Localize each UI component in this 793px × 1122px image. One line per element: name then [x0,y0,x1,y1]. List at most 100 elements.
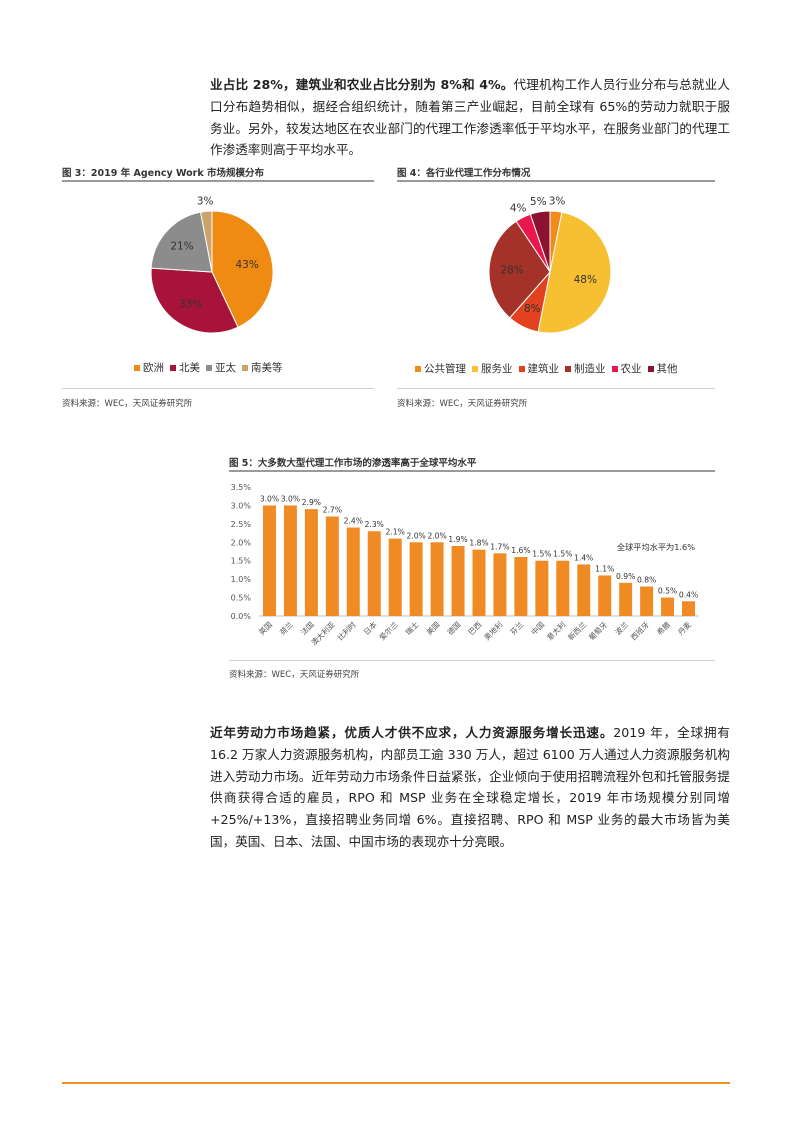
fig4-label-4: 4% [510,202,527,214]
fig5-category-label-18: 西班牙 [629,620,651,642]
fig5-ytick-3: 1.5% [231,557,252,566]
fig5-data-label-20: 0.4% [679,590,698,599]
fig3-legend-item-3: 南美等 [242,362,283,374]
fig4-legend-swatch-3 [565,365,571,372]
fig5-category-label-9: 德国 [446,620,463,637]
fig5-category-label-0: 英国 [257,620,274,637]
fig5-bar-8 [430,542,444,616]
fig4-legend-item-2: 建筑业 [518,363,559,375]
fig5-category-label-7: 瑞士 [404,620,421,637]
fig4-legend-item-0: 公共管理 [415,363,466,375]
fig5-data-label-9: 1.9% [448,535,467,544]
fig4-pie-chart: 3% 48% 8% 28% 4%5% [488,195,612,334]
fig3-legend-item-2: 亚太 [206,362,236,374]
fig5-bar-12 [514,557,528,616]
intro-paragraph-text: 代理机构工作人员行业分布与总就业人口分布趋势相似，据经合组织统计，随着第三产业崛… [210,77,730,158]
fig5-category-label-13: 中国 [529,620,546,637]
fig4-legend-item-4: 农业 [611,363,642,375]
fig5-bar-20 [682,601,696,616]
fig3-legend-swatch-2 [206,364,212,371]
fig4-bottom-rule [397,388,715,389]
fig4-legend-item-5: 其他 [647,363,678,375]
fig4-label-5: 5% [530,196,547,208]
fig5-category-label-10: 巴西 [467,620,484,637]
fig5-data-label-0: 3.0% [260,494,279,503]
fig5-data-label-1: 3.0% [281,494,300,503]
fig5-category-label-16: 葡萄牙 [587,620,609,642]
fig3-slice-0 [211,210,274,328]
fig5-bar-1 [283,505,297,616]
fig5-bar-3 [325,516,339,616]
fig4-label-0: 3% [549,195,566,207]
fig5-ytick-6: 3.0% [231,501,252,510]
fig4-label-1: 48% [574,274,597,286]
fig5-bar-15 [577,564,591,616]
footer-rule [62,1082,730,1084]
hr-services-paragraph-bold: 近年劳动力市场趋紧，优质人才供不应求，人力资源服务增长迅速。 [210,725,614,740]
fig5-bar-10 [472,549,486,616]
fig5-category-label-2: 法国 [299,620,316,637]
fig4-legend-swatch-4 [611,365,618,372]
fig3-label-2: 21% [170,241,193,253]
fig5-data-label-4: 2.4% [344,517,363,526]
fig5-category-label-14: 意大利 [545,620,567,642]
hr-services-paragraph: 近年劳动力市场趋紧，优质人才供不应求，人力资源服务增长迅速。2019 年，全球拥… [210,722,730,853]
fig4-label-3: 28% [500,265,523,277]
fig5-data-label-12: 1.6% [511,546,530,555]
fig5-data-label-13: 1.5% [532,550,551,559]
fig5-bar-chart: 0.0% 0.5% 1.0% 1.5% 2.0% 2.5% 3.0% 3.5% 3.0% 英国 3.… [231,483,699,648]
fig5-data-label-10: 1.8% [469,539,488,548]
fig3-label-3: 3% [197,195,214,207]
fig4-legend-swatch-2 [518,365,525,372]
fig5-data-label-6: 2.1% [386,528,405,537]
fig4-legend-label-0: 公共管理 [424,363,466,375]
fig5-ytick-7: 3.5% [231,483,252,492]
fig5-category-label-17: 波兰 [613,620,630,637]
fig5-data-label-15: 1.4% [574,553,593,562]
fig5-ytick-0: 0.0% [231,612,252,621]
fig4-legend-label-3: 制造业 [574,363,606,375]
fig3-slice-1 [150,267,239,334]
fig5-bar-19 [661,597,675,616]
fig3-legend-label-1: 北美 [179,362,200,374]
fig3-legend-swatch-0 [134,364,140,371]
fig3-legend: 欧洲 北美 亚太 南美等 [134,360,289,375]
fig4-legend-swatch-5 [647,365,654,372]
fig5-bar-11 [493,553,507,616]
fig5-data-label-16: 1.1% [595,564,614,573]
fig5-bar-9 [451,545,465,616]
fig5-data-label-14: 1.5% [553,550,572,559]
fig3-legend-swatch-1 [170,364,176,371]
fig4-legend-item-3: 制造业 [565,363,606,375]
fig5-data-label-8: 2.0% [427,531,446,540]
fig3-label-0: 43% [235,259,258,271]
fig3-slice-2 [150,211,213,273]
fig3-label-1: 33% [179,298,202,310]
fig5-category-label-8: 美国 [425,620,442,637]
fig5-average-annotation: 全球平均水平为1.6% [617,542,695,552]
fig5-category-label-3: 澳大利亚 [309,620,337,648]
fig5-bar-5 [367,531,381,616]
fig5-bar-13 [535,560,549,616]
fig5-title-rule [229,470,715,472]
fig5-title: 图 5：大多数大型代理工作市场的渗透率高于全球平均水平 [229,458,477,469]
fig5-bottom-rule [229,660,715,661]
fig4-title-rule [397,180,715,182]
fig5-data-label-2: 2.9% [302,498,321,507]
fig4-source: 资料来源：WEC，天风证券研究所 [397,399,528,409]
fig4-legend: 公共管理 服务业 建筑业 制造业 农业 其他 [415,361,684,376]
fig5-category-label-19: 希腊 [655,620,672,637]
fig4-slice-5 [529,210,551,273]
fig5-category-label-6: 爱尔兰 [378,620,400,642]
fig4-slice-1 [537,211,612,334]
fig5-category-label-12: 芬兰 [508,620,525,637]
fig5-ytick-4: 2.0% [231,538,252,547]
fig5-ytick-2: 1.0% [231,575,252,584]
fig5-category-label-20: 丹麦 [676,620,693,637]
fig5-data-label-3: 2.7% [323,505,342,514]
fig5-bar-7 [409,542,423,616]
fig3-title: 图 3：2019 年 Agency Work 市场规模分布 [62,168,264,179]
fig4-label-2: 8% [524,303,541,315]
fig4-slice-3 [488,220,551,319]
fig3-pie-chart: 43% 33% 21% 3% [150,195,274,334]
